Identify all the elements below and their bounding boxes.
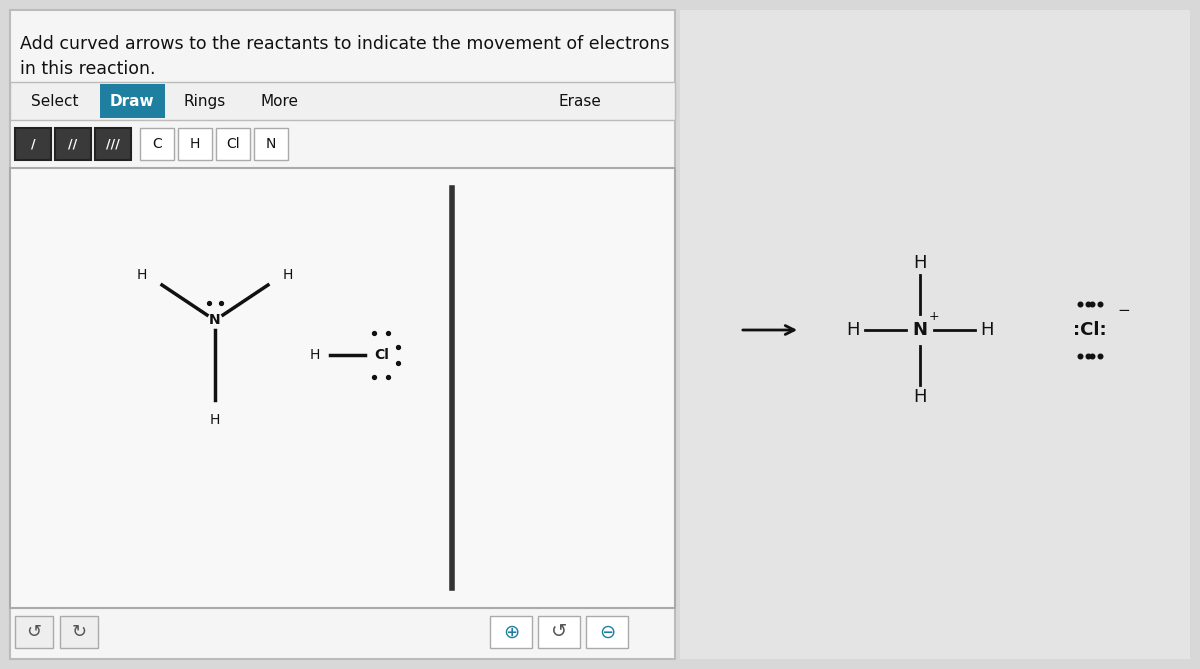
Text: ↺: ↺ [26, 623, 42, 641]
Bar [254, 128, 288, 160]
Text: Rings: Rings [184, 94, 226, 108]
Bar [100, 84, 166, 118]
Bar [10, 10, 674, 659]
Text: C: C [152, 137, 162, 151]
Text: N: N [209, 313, 221, 327]
Bar [490, 616, 532, 648]
Text: Add curved arrows to the reactants to indicate the movement of electrons: Add curved arrows to the reactants to in… [20, 35, 670, 53]
Bar [60, 616, 98, 648]
Text: H: H [846, 321, 859, 339]
Text: //: // [68, 138, 78, 151]
Bar [216, 128, 250, 160]
Bar [586, 616, 628, 648]
Text: H: H [310, 348, 320, 362]
Text: ///: /// [106, 138, 120, 151]
Text: +: + [929, 310, 940, 322]
Text: Cl: Cl [226, 137, 240, 151]
Bar [680, 10, 1190, 659]
Bar [16, 128, 52, 160]
Bar [178, 128, 212, 160]
Bar [16, 616, 53, 648]
Text: :Cl:: :Cl: [1073, 321, 1106, 339]
Text: Erase: Erase [558, 94, 601, 108]
Text: ↺: ↺ [551, 622, 568, 642]
Text: Draw: Draw [109, 94, 155, 108]
Text: ↻: ↻ [72, 623, 86, 641]
Bar [10, 168, 674, 608]
Text: H: H [980, 321, 994, 339]
Bar [55, 128, 91, 160]
Bar [538, 616, 580, 648]
Bar [95, 128, 131, 160]
Text: −: − [1117, 302, 1130, 318]
Bar [140, 128, 174, 160]
Text: H: H [210, 413, 220, 427]
Text: H: H [190, 137, 200, 151]
Text: Cl: Cl [374, 348, 390, 362]
Text: ⊖: ⊖ [599, 622, 616, 642]
Text: H: H [137, 268, 148, 282]
Text: N: N [912, 321, 928, 339]
Text: More: More [262, 94, 299, 108]
Text: H: H [283, 268, 293, 282]
Text: H: H [913, 388, 926, 406]
Text: H: H [913, 254, 926, 272]
Text: Select: Select [31, 94, 79, 108]
Text: ⊕: ⊕ [503, 622, 520, 642]
Text: N: N [266, 137, 276, 151]
Text: /: / [31, 138, 35, 151]
Bar [10, 82, 674, 120]
Text: in this reaction.: in this reaction. [20, 60, 156, 78]
